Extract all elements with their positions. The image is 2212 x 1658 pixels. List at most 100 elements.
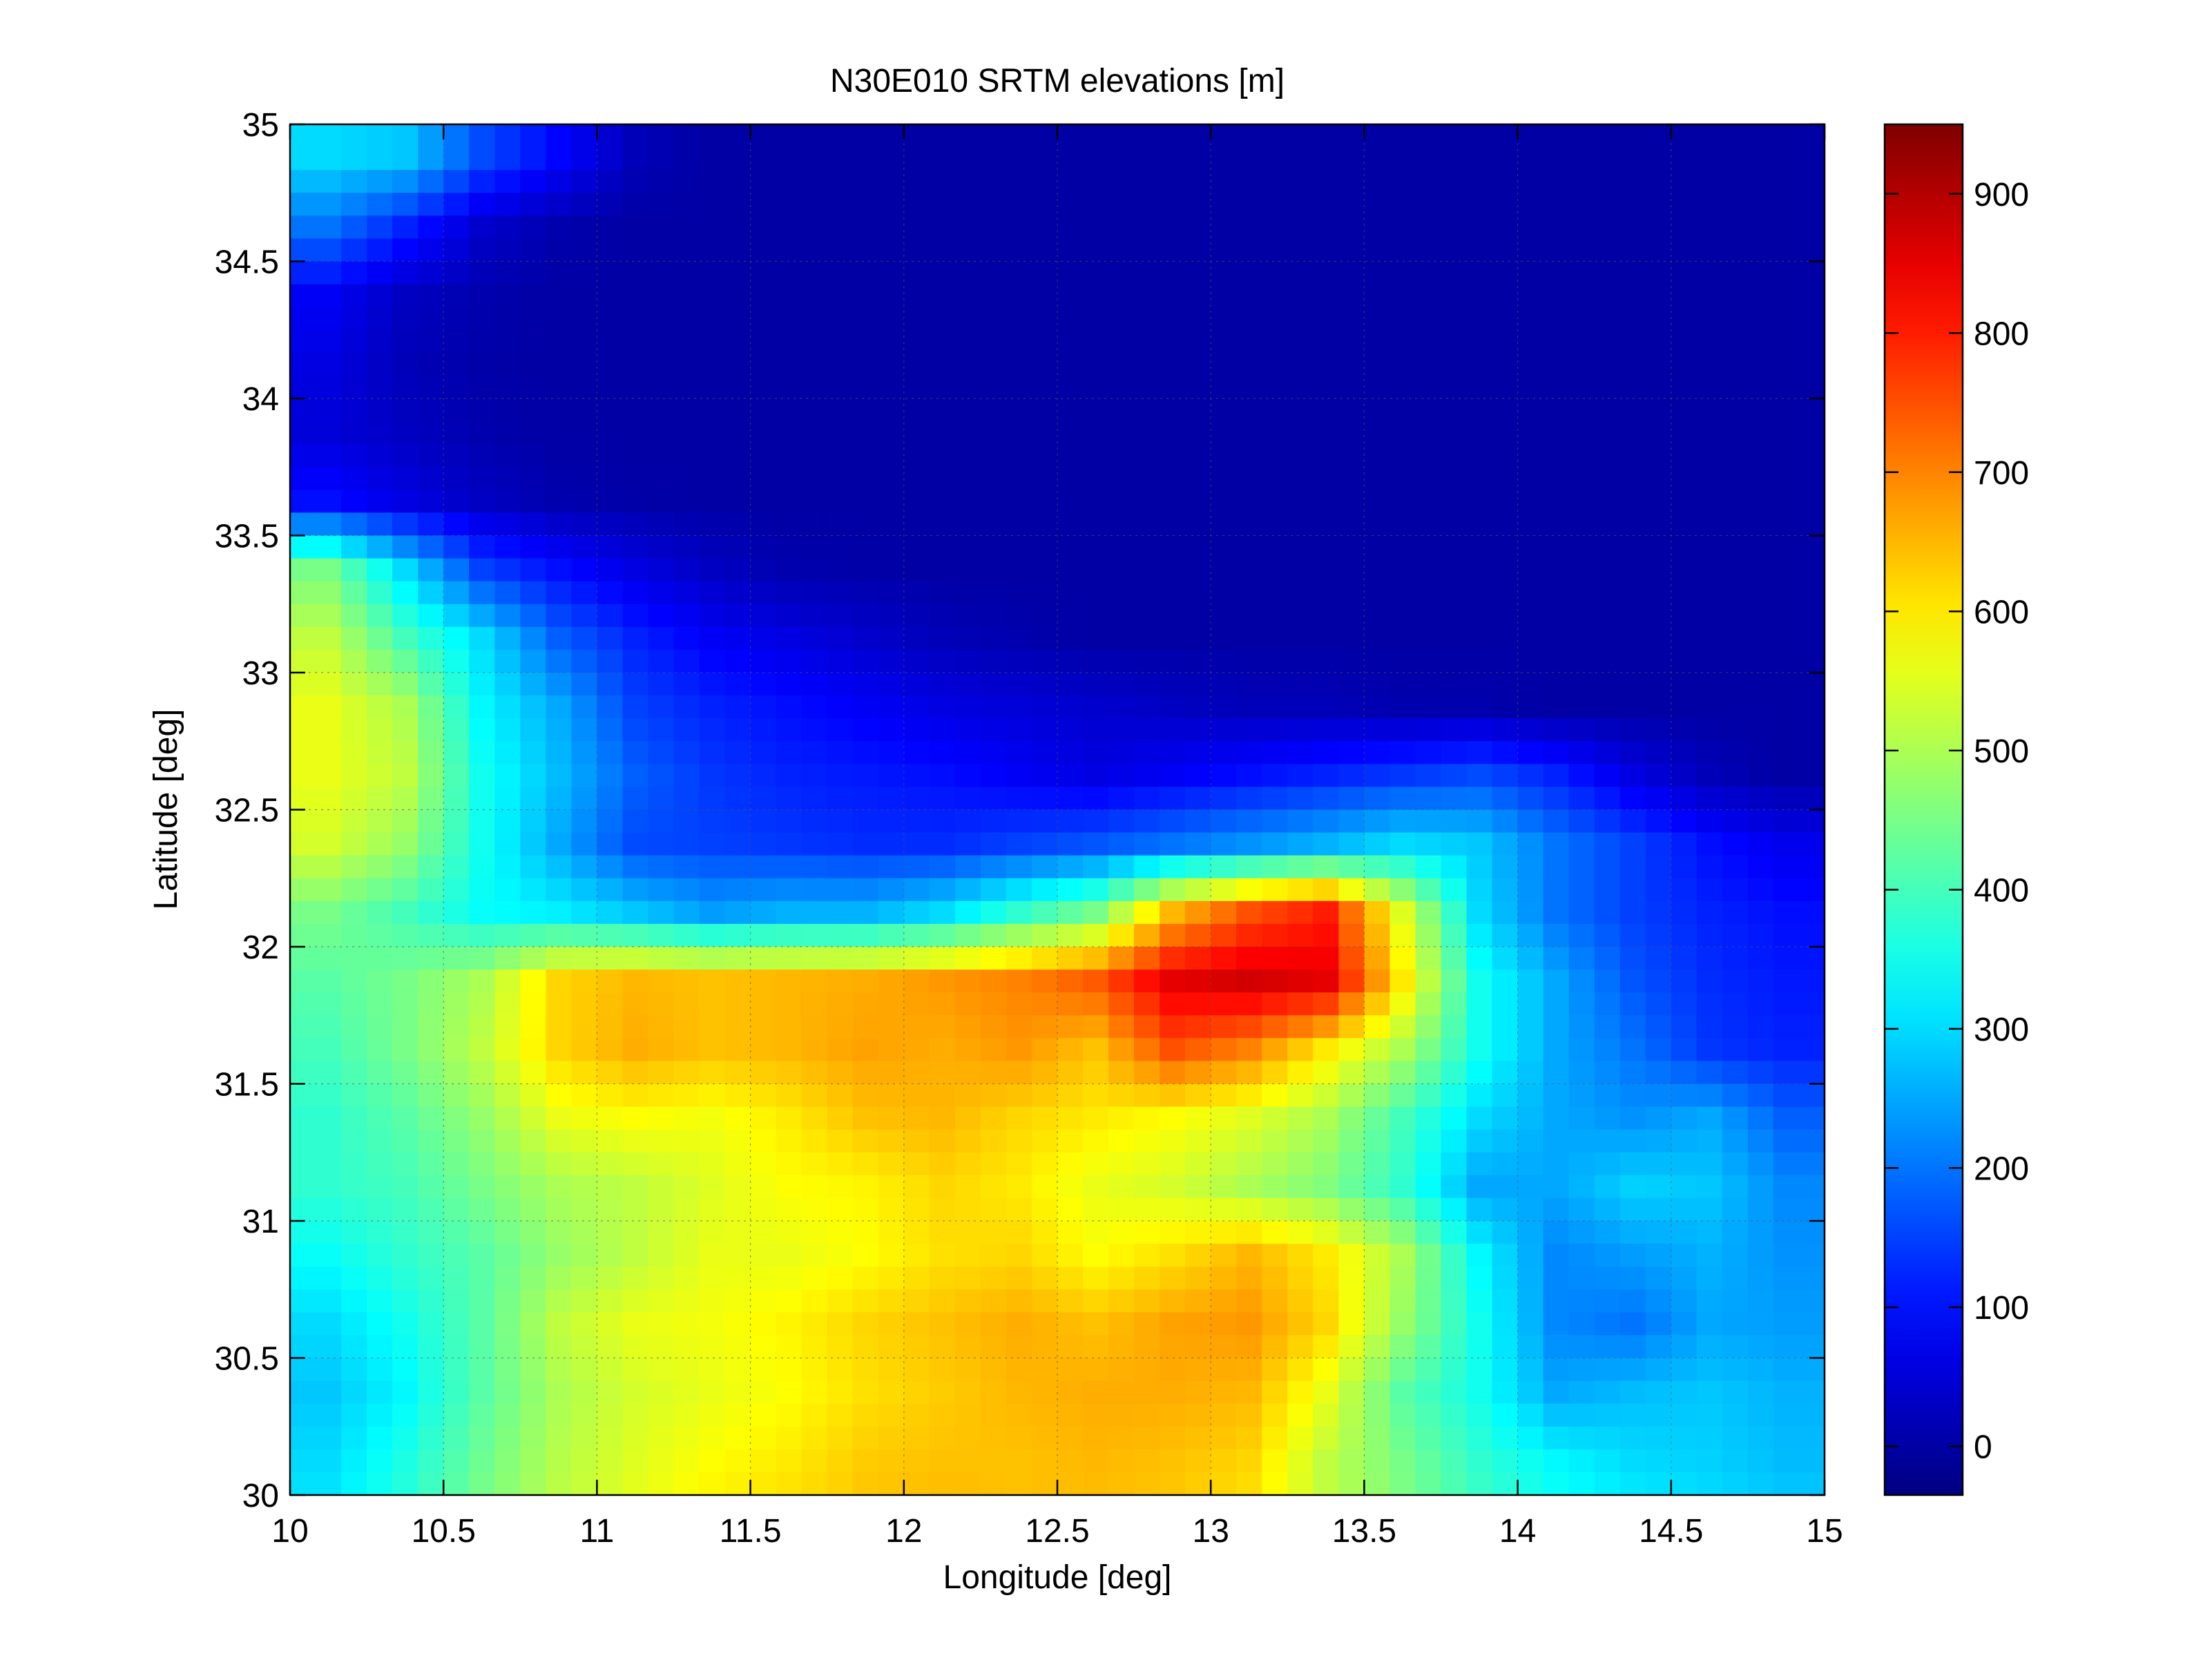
heatmap-cell [1287,809,1314,833]
heatmap-cell [1594,467,1621,491]
heatmap-cell [1313,444,1340,468]
heatmap-cell [597,695,624,719]
heatmap-cell [520,1175,547,1199]
heatmap-cell [1364,1266,1391,1291]
heatmap-cell [699,238,726,262]
heatmap-cell [827,992,854,1016]
heatmap-cell [1211,1289,1237,1313]
heatmap-cell [1645,626,1672,650]
heatmap-cell [341,535,367,559]
heatmap-cell [290,626,316,650]
heatmap-cell [392,604,419,628]
heatmap-cell [392,878,419,902]
heatmap-cell [750,421,777,445]
heatmap-cell [1134,352,1160,376]
heatmap-cell [443,741,470,765]
heatmap-cell [1211,215,1237,240]
heatmap-cell [1441,649,1468,673]
heatmap-cell [903,352,930,376]
heatmap-cell [1134,215,1160,240]
heatmap-cell [801,421,828,445]
heatmap-cell [1032,626,1058,650]
heatmap-cell [1722,581,1749,605]
heatmap-cell [1185,626,1211,650]
heatmap-cell [673,695,700,719]
heatmap-cell [1645,444,1672,468]
heatmap-cell [520,261,547,285]
heatmap-cell [1671,375,1698,399]
heatmap-cell [1364,1312,1391,1336]
heatmap-cell [622,535,649,559]
heatmap-cell [1211,421,1237,445]
heatmap-cell [316,604,342,628]
heatmap-cell [673,947,700,970]
heatmap-cell [1057,535,1084,559]
heatmap-cell [418,673,444,696]
heatmap-cell [1236,1015,1262,1039]
heatmap-cell [1338,970,1365,993]
heatmap-cell [316,900,342,925]
heatmap-cell [699,284,726,308]
heatmap-cell [622,1266,649,1291]
heatmap-cell [1773,1472,1800,1495]
heatmap-cell [1594,1221,1621,1244]
heatmap-cell [1466,307,1493,331]
heatmap-cell [469,1106,495,1130]
heatmap-cell [341,421,367,445]
heatmap-cell [954,878,981,902]
heatmap-cell [520,375,547,399]
heatmap-cell [1262,147,1289,171]
heatmap-cell [1134,992,1160,1016]
heatmap-cell [469,421,495,445]
heatmap-cell [1032,1266,1058,1291]
heatmap-cell [341,352,367,376]
heatmap-cell [392,1449,419,1473]
heatmap-cell [954,1175,981,1199]
heatmap-cell [1645,649,1672,673]
heatmap-cell [1057,1266,1084,1291]
heatmap-cell [546,718,573,742]
heatmap-cell [1466,741,1493,765]
heatmap-cell [1083,1152,1109,1176]
heatmap-cell [853,1495,879,1519]
heatmap-cell [1236,718,1262,742]
heatmap-cell [903,900,930,925]
heatmap-cell [443,535,470,559]
heatmap-cell [1415,398,1442,422]
heatmap-cell [673,1380,700,1405]
heatmap-cell [648,490,675,514]
heatmap-cell [1466,1449,1493,1473]
heatmap-cell [392,1335,419,1359]
heatmap-cell [367,1061,393,1085]
heatmap-cell [1696,147,1723,171]
heatmap-cell [341,1312,367,1336]
heatmap-cell [1032,1335,1058,1359]
heatmap-cell [1594,1061,1621,1085]
heatmap-cell [1389,1175,1416,1199]
heatmap-cell [1696,261,1723,285]
heatmap-cell [1236,764,1262,788]
heatmap-cell [1594,375,1621,399]
heatmap-cell [1338,581,1365,605]
heatmap-cell [571,764,598,788]
heatmap-cell [1006,832,1032,856]
heatmap-cell [418,1175,444,1199]
heatmap-cell [1773,1061,1800,1085]
heatmap-cell [1619,649,1646,673]
heatmap-cell [1543,124,1570,148]
heatmap-cell [1032,1221,1058,1244]
heatmap-cell [954,421,981,445]
heatmap-cell [980,307,1007,331]
heatmap-cell [1389,695,1416,719]
heatmap-cell [878,581,905,605]
heatmap-cell [1568,512,1595,537]
heatmap-cell [1364,444,1391,468]
heatmap-cell [1287,1083,1314,1108]
heatmap-cell [1466,329,1493,354]
heatmap-cell [852,1061,879,1085]
heatmap-cell [673,604,700,628]
heatmap-cell [494,626,521,650]
heatmap-cell [980,490,1007,514]
heatmap-cell [1466,1083,1493,1108]
heatmap-cell [1364,1403,1391,1427]
